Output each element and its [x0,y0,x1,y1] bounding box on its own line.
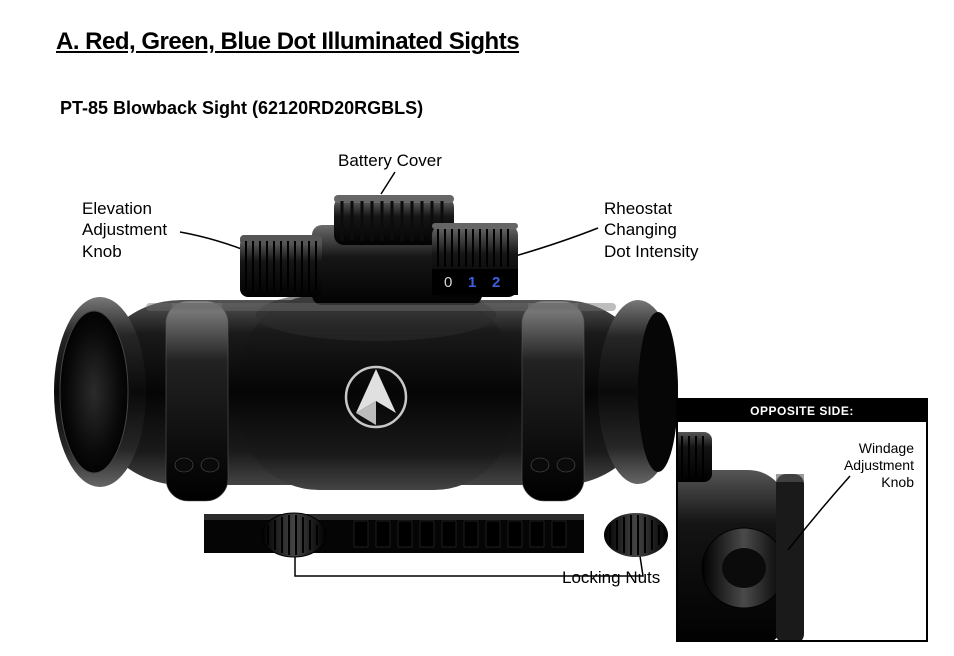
inset-body: 0 Windage Adjustment Knob [678,422,926,640]
locking-nut-left-icon [262,513,326,557]
svg-text:1: 1 [468,274,476,291]
label-windage-line1: Windage [859,440,914,456]
label-windage: Windage Adjustment Knob [844,440,914,490]
inset-header: OPPOSITE SIDE: [678,400,926,422]
label-windage-line2: Adjustment [844,457,914,473]
svg-text:2: 2 [492,274,500,291]
locking-nut-right-icon [604,513,668,557]
opposite-side-inset: OPPOSITE SIDE: [676,398,928,642]
rheostat-knob-icon: 0 1 2 [432,223,518,297]
product-subtitle: PT-85 Blowback Sight (62120RD20RGBLS) [60,98,423,119]
elevation-knob-icon [240,235,322,297]
mount-ring-right [522,301,584,501]
scope-svg: 0 1 2 [54,165,678,605]
windage-knob-icon [702,528,786,608]
mount-ring-left [166,301,228,501]
inset-svg: 0 [678,422,828,640]
scope-diagram: 0 1 2 [54,165,678,605]
section-title: A. Red, Green, Blue Dot Illuminated Sigh… [56,28,519,56]
svg-text:0: 0 [444,274,452,291]
label-windage-line3: Knob [881,474,914,490]
